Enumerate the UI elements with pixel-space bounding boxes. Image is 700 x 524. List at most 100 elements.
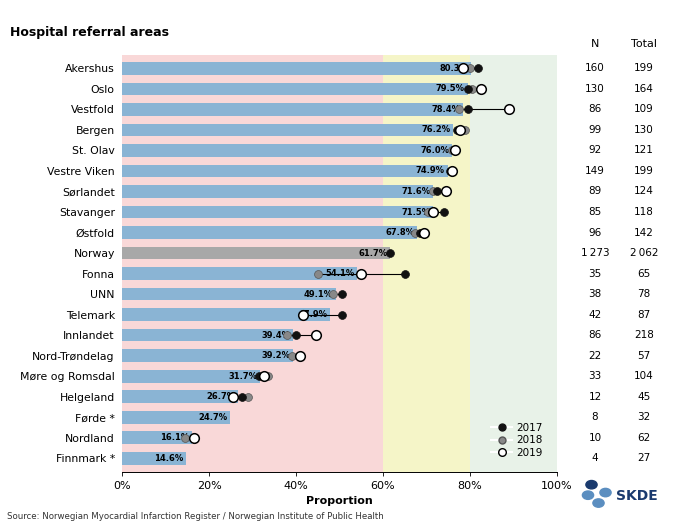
Point: [328, 290, 339, 298]
Bar: [122, 247, 391, 259]
Text: 78.4%: 78.4%: [431, 105, 460, 114]
Text: 99: 99: [589, 125, 601, 135]
Text: 142: 142: [634, 227, 654, 237]
Point: [419, 228, 430, 237]
Text: 86: 86: [589, 330, 601, 340]
Point: [466, 85, 477, 93]
Text: 32: 32: [638, 412, 650, 422]
Text: 121: 121: [634, 146, 654, 156]
Bar: [122, 370, 260, 383]
Point: [312, 269, 323, 278]
Point: [447, 167, 458, 175]
Point: [473, 64, 484, 72]
Point: [253, 372, 265, 380]
Text: 65: 65: [638, 269, 650, 279]
Bar: [122, 411, 230, 423]
Bar: [122, 124, 453, 136]
Text: 22: 22: [589, 351, 601, 361]
Point: [432, 187, 443, 195]
Bar: [122, 431, 192, 444]
Bar: [122, 308, 330, 321]
Text: 130: 130: [634, 125, 654, 135]
Point: [414, 228, 426, 237]
Text: SKDE: SKDE: [616, 489, 658, 503]
Text: 45: 45: [638, 392, 650, 402]
Text: 39.4%: 39.4%: [262, 331, 291, 340]
Point: [336, 310, 347, 319]
Point: [336, 290, 347, 298]
Text: 24.7%: 24.7%: [198, 413, 227, 422]
Point: [188, 433, 199, 442]
Point: [427, 208, 438, 216]
Point: [356, 269, 367, 278]
Text: 57: 57: [638, 351, 650, 361]
Point: [262, 372, 274, 380]
Bar: [122, 103, 463, 116]
Point: [243, 392, 254, 401]
Text: 33: 33: [589, 371, 601, 381]
Text: 74.9%: 74.9%: [416, 167, 445, 176]
Text: 80.3%: 80.3%: [440, 64, 468, 73]
Bar: [122, 390, 239, 403]
Text: 61.7%: 61.7%: [358, 248, 388, 258]
Text: 16.1%: 16.1%: [160, 433, 190, 442]
Text: 130: 130: [585, 84, 605, 94]
Point: [297, 310, 308, 319]
Text: 96: 96: [589, 227, 601, 237]
Text: 67.8%: 67.8%: [385, 228, 414, 237]
Point: [462, 105, 473, 114]
Text: 2 062: 2 062: [630, 248, 658, 258]
Point: [444, 167, 456, 175]
Text: 42: 42: [589, 310, 601, 320]
Text: 164: 164: [634, 84, 654, 94]
Point: [438, 208, 449, 216]
Text: 49.1%: 49.1%: [304, 290, 333, 299]
Point: [475, 85, 486, 93]
Text: 199: 199: [634, 166, 654, 176]
Bar: [122, 267, 357, 280]
Text: 8: 8: [592, 412, 598, 422]
Bar: [470, 55, 556, 472]
Point: [282, 331, 293, 340]
Bar: [122, 185, 433, 198]
Text: 92: 92: [589, 146, 601, 156]
Point: [295, 352, 306, 360]
Point: [180, 433, 191, 442]
Text: 86: 86: [589, 104, 601, 114]
Bar: [122, 226, 416, 239]
Text: 27: 27: [638, 453, 650, 463]
Point: [423, 208, 434, 216]
Text: 10: 10: [589, 433, 601, 443]
Point: [454, 126, 466, 134]
Text: 71.6%: 71.6%: [402, 187, 430, 196]
Point: [399, 269, 410, 278]
Text: 12: 12: [589, 392, 601, 402]
Point: [503, 105, 514, 114]
Bar: [122, 205, 433, 219]
Text: 4: 4: [592, 453, 598, 463]
Point: [454, 105, 465, 114]
Text: Total: Total: [631, 39, 657, 49]
Text: N: N: [591, 39, 599, 49]
Point: [464, 64, 475, 72]
Text: 79.5%: 79.5%: [436, 84, 465, 93]
Point: [258, 372, 269, 380]
Point: [290, 331, 302, 340]
Point: [451, 126, 462, 134]
Point: [237, 392, 248, 401]
Text: 199: 199: [634, 63, 654, 73]
Text: 1 273: 1 273: [581, 248, 609, 258]
Text: 149: 149: [585, 166, 605, 176]
Text: 62: 62: [638, 433, 650, 443]
Bar: [122, 329, 293, 342]
Text: 54.1%: 54.1%: [326, 269, 355, 278]
Point: [286, 352, 297, 360]
Point: [462, 85, 473, 93]
Text: 26.7%: 26.7%: [206, 392, 236, 401]
Text: 31.7%: 31.7%: [228, 372, 258, 380]
Bar: [122, 165, 447, 177]
Point: [427, 187, 438, 195]
Text: 124: 124: [634, 187, 654, 196]
Point: [447, 146, 458, 155]
Text: 160: 160: [585, 63, 605, 73]
